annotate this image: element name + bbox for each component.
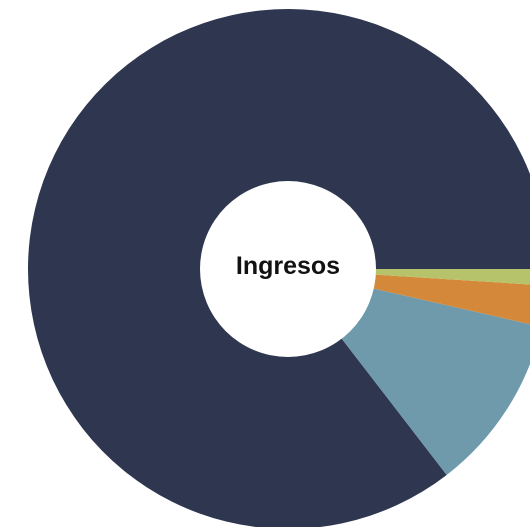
donut-hole: [200, 181, 376, 357]
pie-slice-3: [288, 269, 530, 325]
center-label: Ingresos: [236, 252, 340, 280]
